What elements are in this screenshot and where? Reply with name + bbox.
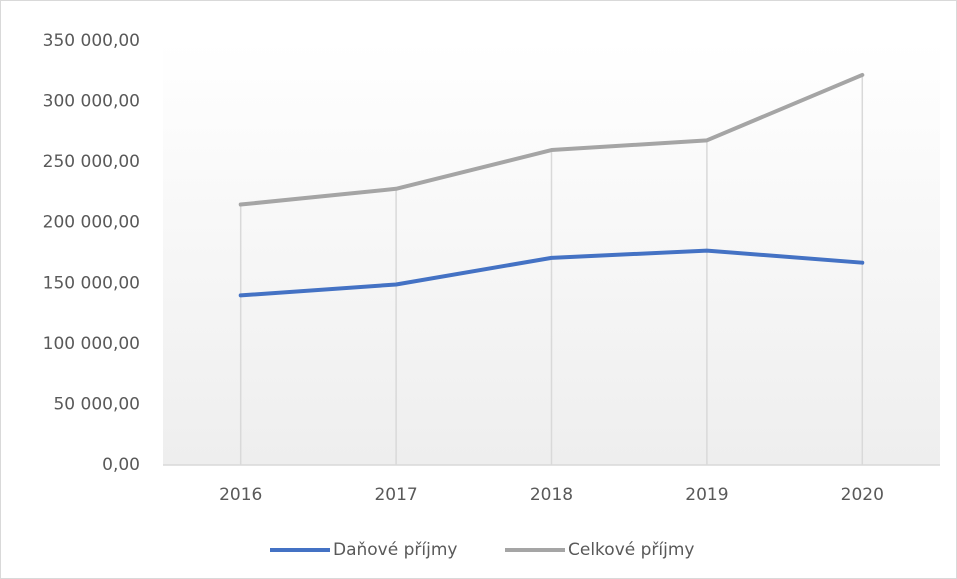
x-tick-label: 2016 — [219, 485, 262, 505]
y-tick-label: 100 000,00 — [43, 334, 140, 354]
y-tick-label: 50 000,00 — [53, 394, 140, 414]
y-tick-label: 150 000,00 — [43, 273, 140, 293]
y-tick-label: 300 000,00 — [43, 92, 140, 112]
legend-label: Celkové příjmy — [568, 540, 694, 560]
x-tick-label: 2020 — [841, 485, 884, 505]
series-line — [238, 72, 865, 207]
legend-label: Daňové příjmy — [333, 540, 457, 560]
x-tick-label: 2019 — [685, 485, 728, 505]
y-tick-label: 250 000,00 — [43, 152, 140, 172]
y-tick-label: 200 000,00 — [43, 213, 140, 233]
x-tick-label: 2017 — [374, 485, 417, 505]
series-line — [238, 248, 865, 298]
y-tick-label: 350 000,00 — [43, 31, 140, 51]
y-tick-label: 0,00 — [102, 455, 140, 475]
x-tick-label: 2018 — [530, 485, 573, 505]
